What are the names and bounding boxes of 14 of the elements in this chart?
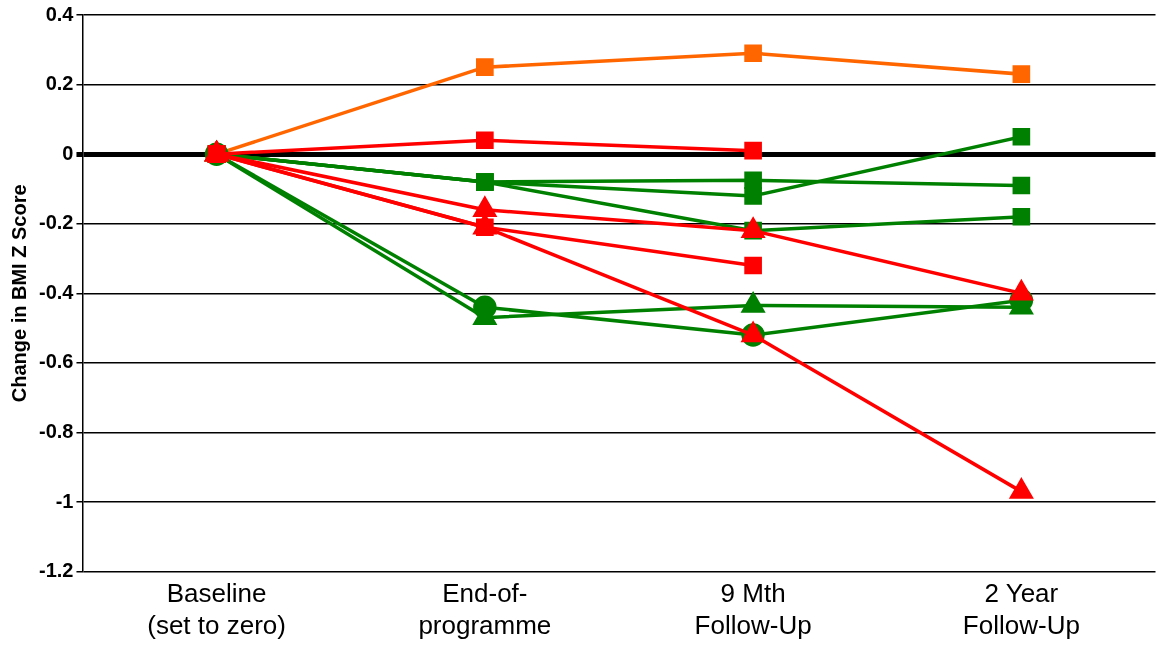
y-tick-label: -1.2 — [38, 559, 74, 582]
y-tick-label: -0.4 — [38, 280, 75, 303]
y-tick-label: -0.2 — [38, 211, 74, 234]
y-tick-label: -0.8 — [38, 419, 74, 442]
x-tick-label: 9 Mth Follow-Up — [694, 578, 812, 640]
x-tick-label: 2 Year Follow-Up — [962, 578, 1080, 640]
y-tick-label: 0.2 — [45, 72, 74, 95]
y-tick-label: 0.4 — [45, 2, 75, 25]
x-tick-label: End-of- programme — [418, 578, 552, 640]
y-tick-label: -1 — [55, 489, 74, 512]
y-tick-label: -0.6 — [38, 350, 74, 373]
y-axis-title: Change in BMI Z Score — [7, 184, 30, 403]
y-tick-label: 0 — [62, 141, 74, 164]
x-tick-label: Baseline (set to zero) — [147, 578, 286, 640]
